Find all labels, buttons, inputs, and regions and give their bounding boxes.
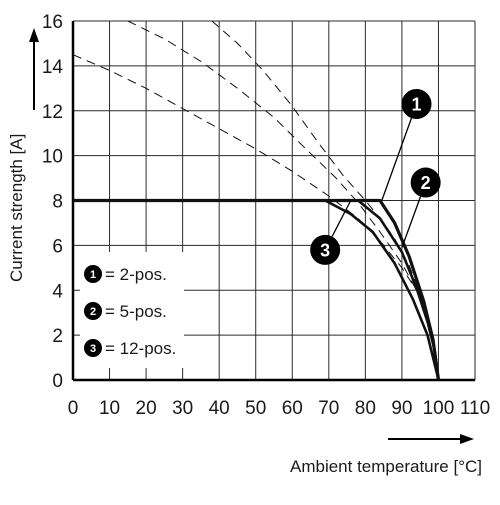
callout-leader-line	[381, 117, 413, 201]
x-tick-label: 80	[355, 398, 376, 419]
callout-badge-3	[310, 234, 341, 265]
x-tick-label: 90	[391, 398, 412, 419]
y-tick-label: 4	[52, 281, 63, 302]
x-axis-title: Ambient temperature [°C]	[290, 457, 482, 476]
legend-badge	[84, 265, 102, 283]
legend: 1 = 2-pos. 2 = 5-pos. 3 = 12-pos.	[80, 252, 184, 368]
x-tick-label: 0	[68, 398, 79, 419]
legend-badge	[84, 302, 102, 320]
x-tick-label: 70	[318, 398, 339, 419]
callout-badge-number: 1	[412, 95, 422, 115]
y-tick-label: 6	[52, 236, 63, 257]
axis-titles: Ambient temperature [°C] Current strengt…	[7, 28, 482, 476]
callout-layer: 1 2 3	[310, 89, 441, 265]
callout-badge-2	[410, 167, 441, 198]
dashed-limit-curve	[211, 20, 439, 381]
x-tick-label: 10	[99, 398, 120, 419]
legend-badge-number: 1	[90, 269, 96, 281]
legend-badge-number: 3	[90, 343, 96, 355]
y-tick-label: 12	[42, 102, 63, 123]
legend-entry-text: = 2-pos.	[105, 265, 167, 284]
x-tick-label: 40	[209, 398, 230, 419]
callout-badge-number: 2	[421, 173, 431, 193]
y-tick-label: 8	[52, 192, 63, 213]
y-tick-label: 16	[42, 12, 63, 33]
y-axis-title: Current strength [A]	[7, 134, 26, 282]
callout-leader-line	[331, 200, 352, 237]
y-tick-label: 10	[42, 147, 63, 168]
y-tick-label: 2	[52, 326, 63, 347]
y-axis-arrowhead	[29, 28, 39, 42]
x-tick-label: 60	[282, 398, 303, 419]
x-tick-label: 100	[423, 398, 455, 419]
x-axis-arrowhead	[460, 434, 474, 444]
x-tick-label: 110	[460, 398, 490, 419]
derating-curve-3	[324, 199, 440, 381]
x-tick-label: 30	[172, 398, 193, 419]
callout-badge-1	[401, 89, 432, 120]
callout-leader-line	[401, 196, 422, 248]
x-tick-label: 50	[245, 398, 266, 419]
y-tick-label: 14	[42, 57, 64, 78]
legend-entry-text: = 12-pos.	[105, 339, 176, 358]
x-tick-label: 20	[136, 398, 157, 419]
y-tick-label: 0	[52, 371, 63, 392]
callout-badge-number: 3	[320, 240, 330, 260]
legend-entry-text: = 5-pos.	[105, 302, 167, 321]
series-layer	[72, 20, 441, 381]
legend-badge-number: 2	[90, 306, 96, 318]
dashed-limit-curve	[72, 54, 439, 381]
legend-badge	[84, 339, 102, 357]
